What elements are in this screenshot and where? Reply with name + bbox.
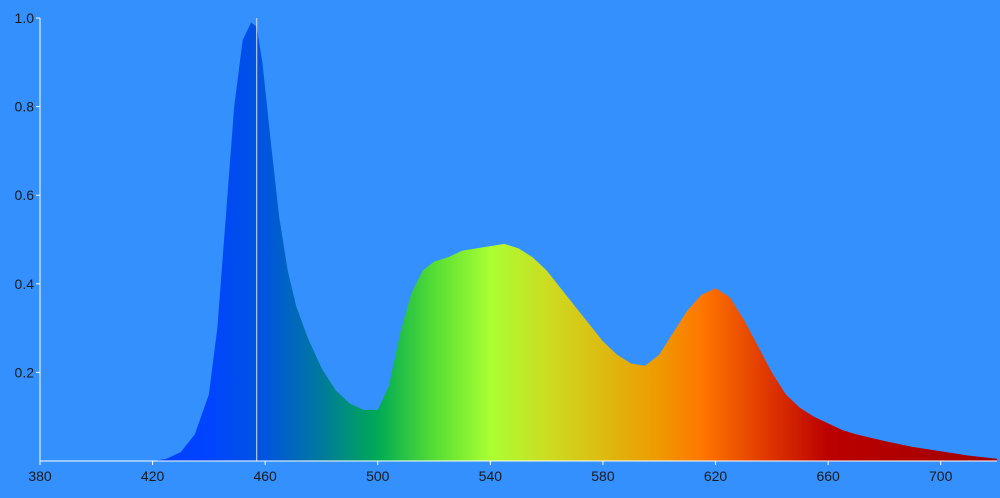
y-tick-label: 0.2: [15, 364, 35, 380]
y-tick-label: 0.6: [15, 187, 35, 203]
x-tick-label: 500: [366, 468, 390, 484]
x-tick-label: 460: [253, 468, 277, 484]
x-tick-label: 660: [816, 468, 840, 484]
spectrum-area: [152, 22, 998, 462]
area-layer: [152, 22, 998, 462]
x-tick-label: 620: [704, 468, 728, 484]
tick-layer: 380 420 460 500 540 580 620 660 700 0.2 0.4 0.6 0.8 1…: [15, 10, 953, 484]
y-tick-label: 1.0: [15, 10, 35, 26]
x-tick-label: 700: [929, 468, 953, 484]
x-tick-label: 420: [141, 468, 165, 484]
y-tick-label: 0.8: [15, 99, 35, 115]
axis-layer: [39, 18, 997, 462]
y-tick-label: 0.4: [15, 276, 35, 292]
x-tick-label: 580: [591, 468, 615, 484]
x-tick-label: 540: [479, 468, 503, 484]
x-tick-label: 380: [28, 468, 52, 484]
